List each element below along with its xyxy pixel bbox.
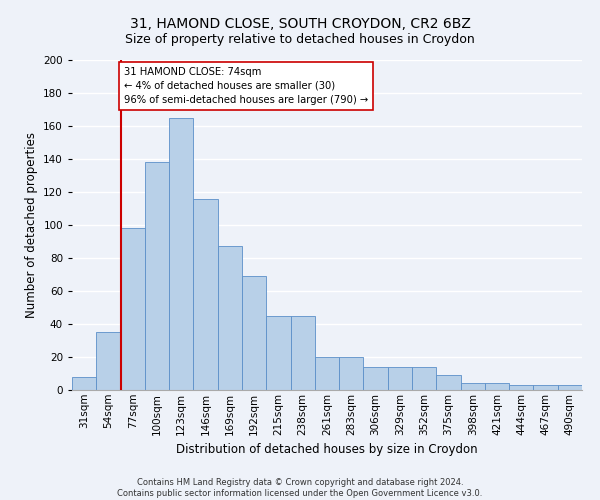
Text: 31, HAMOND CLOSE, SOUTH CROYDON, CR2 6BZ: 31, HAMOND CLOSE, SOUTH CROYDON, CR2 6BZ xyxy=(130,18,470,32)
Bar xyxy=(96,332,121,390)
Text: 31 HAMOND CLOSE: 74sqm
← 4% of detached houses are smaller (30)
96% of semi-deta: 31 HAMOND CLOSE: 74sqm ← 4% of detached … xyxy=(124,66,368,104)
Bar xyxy=(412,367,436,390)
Bar xyxy=(339,357,364,390)
Bar xyxy=(72,377,96,390)
X-axis label: Distribution of detached houses by size in Croydon: Distribution of detached houses by size … xyxy=(176,443,478,456)
Text: Size of property relative to detached houses in Croydon: Size of property relative to detached ho… xyxy=(125,32,475,46)
Bar xyxy=(388,367,412,390)
Bar xyxy=(461,384,485,390)
Bar xyxy=(364,367,388,390)
Bar xyxy=(485,384,509,390)
Bar xyxy=(509,385,533,390)
Bar xyxy=(193,198,218,390)
Bar xyxy=(242,276,266,390)
Bar xyxy=(533,385,558,390)
Bar xyxy=(315,357,339,390)
Bar xyxy=(558,385,582,390)
Y-axis label: Number of detached properties: Number of detached properties xyxy=(25,132,38,318)
Bar xyxy=(290,316,315,390)
Bar xyxy=(266,316,290,390)
Bar xyxy=(145,162,169,390)
Bar xyxy=(218,246,242,390)
Bar xyxy=(121,228,145,390)
Bar xyxy=(436,375,461,390)
Text: Contains HM Land Registry data © Crown copyright and database right 2024.
Contai: Contains HM Land Registry data © Crown c… xyxy=(118,478,482,498)
Bar xyxy=(169,118,193,390)
